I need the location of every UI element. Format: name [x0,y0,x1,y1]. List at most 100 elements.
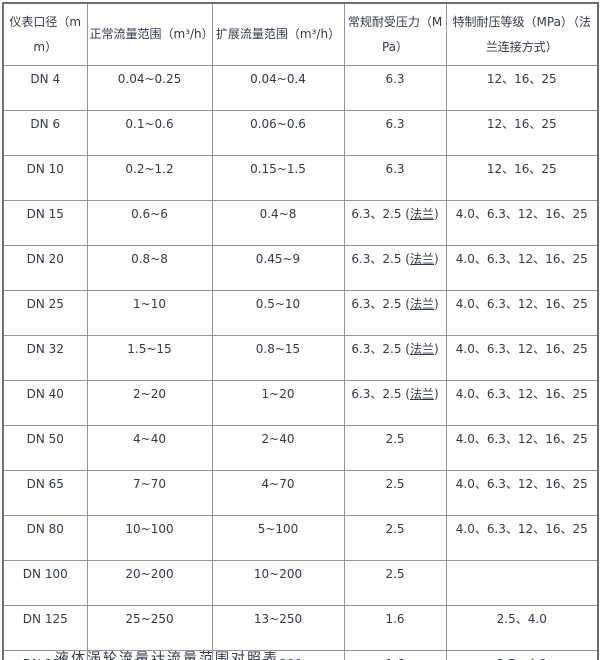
table-row: DN 25 1~10 0.5~10 6.3、2.5 (法兰) 4.0、6.3、12、16… [2,290,599,336]
pressure-value: 6.3、2.5 ( [351,207,410,221]
pressure-suffix: ) [434,297,439,311]
pressure-value: 1.6 [385,657,404,660]
cell-normal-range: 25~250 [86,605,213,651]
pressure-value: 6.3、2.5 ( [351,342,410,356]
column-header-pressure: 常规耐受压力（MPa） [343,2,447,66]
cell-extended-range: 0.4~8 [211,200,345,246]
cell-diameter: DN 10 [2,155,88,201]
pressure-value: 2.5 [385,522,405,536]
flange-term: 法兰 [409,387,434,401]
pressure-value: 2.5 [385,567,405,581]
cell-normal-range: 0.2~1.2 [86,155,213,201]
cell-extended-range: 0.5~10 [211,290,345,336]
cell-diameter: DN 6 [2,110,88,156]
cell-extended-range: 0.15~1.5 [211,155,345,201]
pressure-value: 6.3 [385,72,405,86]
pressure-suffix: ) [434,387,439,401]
pressure-value: 6.3 [385,162,405,176]
cell-diameter: DN 125 [2,605,88,651]
table-body: DN 4 0.04~0.25 0.04~0.4 6.3 12、16、25 DN 6 0.1~… [2,65,599,660]
cell-special-rating: 4.0、6.3、12、16、25 [445,200,599,246]
table-row: DN 20 0.8~8 0.45~9 6.3、2.5 (法兰) 4.0、6.3、12、1… [2,245,599,291]
flange-term: 法兰 [409,207,434,221]
cell-normal-range: 2~20 [86,380,213,426]
cell-normal-range: 0.1~0.6 [86,110,213,156]
cell-diameter: DN 40 [2,380,88,426]
cell-special-rating: 4.0、6.3、12、16、25 [445,515,599,561]
cell-pressure: 6.3 [343,110,447,156]
table-row: DN 4 0.04~0.25 0.04~0.4 6.3 12、16、25 [2,65,599,111]
pressure-value: 2.5 [385,432,405,446]
cell-special-rating: 2.5、4.0 [445,650,599,660]
table-row: DN 100 20~200 10~200 2.5 [2,560,599,606]
cell-special-rating: 12、16、25 [445,155,599,201]
cell-normal-range: 4~40 [86,425,213,471]
cell-extended-range: 1~20 [211,380,345,426]
cell-diameter: DN 4 [2,65,88,111]
cell-pressure: 6.3、2.5 (法兰) [343,290,447,336]
pressure-suffix: ) [434,252,439,266]
table-row: DN 6 0.1~0.6 0.06~0.6 6.3 12、16、25 [2,110,599,156]
cell-diameter: DN 80 [2,515,88,561]
cell-special-rating [445,560,599,606]
cell-pressure: 6.3 [343,65,447,111]
cell-pressure: 6.3 [343,155,447,201]
column-header-diameter: 仪表口径（mm） [2,2,88,66]
cell-extended-range: 13~250 [211,605,345,651]
pressure-value: 2.5 [385,477,405,491]
cell-extended-range: 0.8~15 [211,335,345,381]
cell-special-rating: 4.0、6.3、12、16、25 [445,290,599,336]
flange-term: 法兰 [409,252,434,266]
pressure-value: 6.3、2.5 ( [351,252,410,266]
table-row: DN 15 0.6~6 0.4~8 6.3、2.5 (法兰) 4.0、6.3、12、16… [2,200,599,246]
pressure-suffix: ) [434,207,439,221]
flange-term: 法兰 [409,297,434,311]
cell-special-rating: 4.0、6.3、12、16、25 [445,425,599,471]
cell-pressure: 2.5 [343,515,447,561]
cell-diameter: DN 50 [2,425,88,471]
cell-pressure: 6.3、2.5 (法兰) [343,200,447,246]
cell-extended-range: 0.45~9 [211,245,345,291]
table-row: DN 65 7~70 4~70 2.5 4.0、6.3、12、16、25 [2,470,599,516]
cell-diameter: DN 65 [2,470,88,516]
cell-special-rating: 2.5、4.0 [445,605,599,651]
cell-diameter: DN 15 [2,200,88,246]
cell-pressure: 6.3、2.5 (法兰) [343,245,447,291]
pressure-value: 6.3、2.5 ( [351,387,410,401]
cell-extended-range: 0.06~0.6 [211,110,345,156]
table-row: DN 125 25~250 13~250 1.6 2.5、4.0 [2,605,599,651]
cell-normal-range: 0.8~8 [86,245,213,291]
table-row: DN 40 2~20 1~20 6.3、2.5 (法兰) 4.0、6.3、12、16、2… [2,380,599,426]
cell-normal-range: 1.5~15 [86,335,213,381]
pressure-value: 6.3、2.5 ( [351,297,410,311]
cell-pressure: 2.5 [343,425,447,471]
cell-pressure: 1.6 [343,605,447,651]
cell-diameter: DN 32 [2,335,88,381]
cell-pressure: 6.3、2.5 (法兰) [343,380,447,426]
cell-pressure: 2.5 [343,470,447,516]
cell-special-rating: 4.0、6.3、12、16、25 [445,470,599,516]
pressure-suffix: ) [434,342,439,356]
cell-diameter: DN 100 [2,560,88,606]
cell-normal-range: 0.04~0.25 [86,65,213,111]
cell-extended-range: 0.04~0.4 [211,65,345,111]
clipped-bottom-text: 液体涡轮流量计流量范围对照表 [55,651,279,660]
cell-pressure: 6.3、2.5 (法兰) [343,335,447,381]
pressure-value: 1.6 [385,612,405,626]
cell-special-rating: 4.0、6.3、12、16、25 [445,245,599,291]
table-row: DN 32 1.5~15 0.8~15 6.3、2.5 (法兰) 4.0、6.3、12、… [2,335,599,381]
table-row: DN 10 0.2~1.2 0.15~1.5 6.3 12、16、25 [2,155,599,201]
cell-special-rating: 12、16、25 [445,110,599,156]
table-header-row: 仪表口径（mm） 正常流量范围（m³/h） 扩展流量范围（m³/h） 常规耐受压… [2,2,599,66]
cell-special-rating: 12、16、25 [445,65,599,111]
flange-term: 法兰 [409,342,434,356]
cell-normal-range: 7~70 [86,470,213,516]
column-header-extended-range: 扩展流量范围（m³/h） [211,2,345,66]
cell-extended-range: 5~100 [211,515,345,561]
cell-normal-range: 1~10 [86,290,213,336]
cell-diameter: DN 25 [2,290,88,336]
cell-normal-range: 10~100 [86,515,213,561]
cell-extended-range: 10~200 [211,560,345,606]
cell-special-rating: 4.0、6.3、12、16、25 [445,380,599,426]
